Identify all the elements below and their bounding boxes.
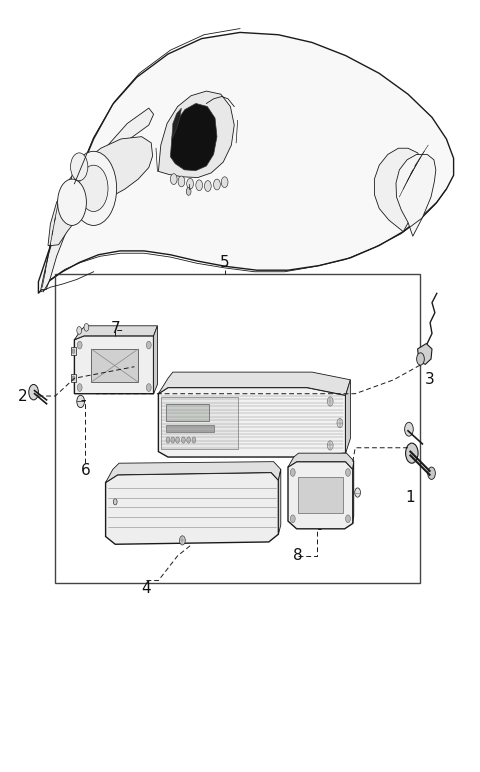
Circle shape xyxy=(113,499,117,505)
Circle shape xyxy=(176,437,180,443)
Circle shape xyxy=(170,174,177,185)
Circle shape xyxy=(146,384,151,391)
Circle shape xyxy=(186,188,191,195)
Polygon shape xyxy=(288,462,353,529)
Polygon shape xyxy=(158,388,346,457)
Circle shape xyxy=(406,443,418,463)
Circle shape xyxy=(77,341,82,349)
Polygon shape xyxy=(172,108,181,137)
Circle shape xyxy=(180,536,185,545)
Circle shape xyxy=(77,327,82,334)
Polygon shape xyxy=(353,461,354,523)
Circle shape xyxy=(77,395,84,408)
Circle shape xyxy=(405,422,413,436)
Text: 3: 3 xyxy=(425,372,434,388)
Polygon shape xyxy=(154,326,157,394)
Circle shape xyxy=(84,323,89,331)
Polygon shape xyxy=(298,477,343,513)
Circle shape xyxy=(146,341,151,349)
Bar xyxy=(166,425,214,432)
Polygon shape xyxy=(41,108,154,290)
Circle shape xyxy=(327,397,333,406)
Circle shape xyxy=(72,349,75,354)
Polygon shape xyxy=(170,103,217,171)
Text: 7: 7 xyxy=(110,320,120,336)
Polygon shape xyxy=(48,137,153,245)
Circle shape xyxy=(181,437,185,443)
Circle shape xyxy=(346,515,350,523)
Polygon shape xyxy=(346,380,350,453)
Circle shape xyxy=(290,469,295,476)
Circle shape xyxy=(166,437,170,443)
Polygon shape xyxy=(91,349,138,382)
Polygon shape xyxy=(278,469,281,534)
Polygon shape xyxy=(396,154,436,236)
Text: 8: 8 xyxy=(293,548,302,564)
Text: 1: 1 xyxy=(406,490,415,506)
Polygon shape xyxy=(106,472,278,544)
Text: 2: 2 xyxy=(18,388,28,404)
Polygon shape xyxy=(74,336,154,394)
Circle shape xyxy=(355,488,360,497)
Polygon shape xyxy=(38,32,454,293)
Polygon shape xyxy=(158,372,350,395)
Circle shape xyxy=(71,153,88,181)
Circle shape xyxy=(178,176,185,187)
Bar xyxy=(166,404,209,421)
Circle shape xyxy=(58,179,86,225)
Polygon shape xyxy=(418,344,432,364)
Polygon shape xyxy=(74,326,157,340)
Polygon shape xyxy=(288,453,354,469)
Circle shape xyxy=(290,515,295,523)
Circle shape xyxy=(72,376,75,381)
Circle shape xyxy=(187,437,191,443)
Circle shape xyxy=(71,151,117,225)
Text: 6: 6 xyxy=(81,463,90,479)
Polygon shape xyxy=(71,347,76,355)
Circle shape xyxy=(79,165,108,212)
Polygon shape xyxy=(158,91,234,178)
Polygon shape xyxy=(374,148,425,232)
Bar xyxy=(55,274,420,583)
Circle shape xyxy=(214,179,220,190)
Polygon shape xyxy=(71,374,76,382)
Circle shape xyxy=(196,180,203,191)
Circle shape xyxy=(77,384,82,391)
Circle shape xyxy=(29,384,38,400)
Circle shape xyxy=(171,437,175,443)
Circle shape xyxy=(337,418,343,428)
Circle shape xyxy=(221,177,228,188)
Polygon shape xyxy=(106,462,281,482)
Circle shape xyxy=(187,178,193,189)
Circle shape xyxy=(428,467,435,479)
Text: 5: 5 xyxy=(220,255,229,270)
Bar xyxy=(161,397,238,449)
Circle shape xyxy=(204,181,211,191)
Circle shape xyxy=(417,353,424,365)
Circle shape xyxy=(346,469,350,476)
Circle shape xyxy=(327,441,333,450)
Circle shape xyxy=(192,437,196,443)
Text: 4: 4 xyxy=(142,581,151,596)
